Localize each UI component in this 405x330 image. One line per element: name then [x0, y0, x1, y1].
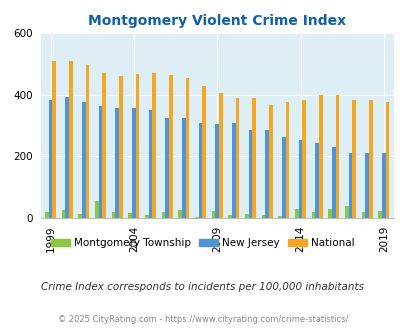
Bar — [265, 130, 269, 218]
Bar — [132, 109, 135, 218]
Bar — [62, 210, 65, 218]
Bar — [49, 100, 52, 218]
Bar — [318, 95, 322, 218]
Bar — [261, 215, 265, 218]
Bar — [348, 153, 352, 218]
Bar — [311, 212, 315, 218]
Bar — [95, 201, 98, 218]
Bar — [165, 118, 168, 218]
Bar — [252, 98, 256, 218]
Bar — [78, 214, 82, 218]
Bar — [361, 212, 364, 218]
Bar — [228, 215, 232, 218]
Bar — [211, 211, 215, 218]
Bar — [181, 118, 185, 218]
Bar — [128, 213, 132, 218]
Bar — [278, 216, 281, 218]
Bar — [269, 105, 272, 218]
Text: Crime Index corresponds to incidents per 100,000 inhabitants: Crime Index corresponds to incidents per… — [41, 282, 364, 292]
Bar — [119, 76, 122, 218]
Bar — [248, 130, 252, 218]
Bar — [302, 100, 305, 218]
Bar — [168, 75, 172, 218]
Bar — [145, 215, 148, 218]
Bar — [202, 86, 206, 218]
Bar — [85, 65, 89, 218]
Bar — [377, 211, 381, 218]
Bar — [364, 153, 368, 218]
Bar — [219, 93, 222, 218]
Bar — [368, 100, 372, 218]
Bar — [45, 212, 49, 218]
Legend: Montgomery Township, New Jersey, National: Montgomery Township, New Jersey, Nationa… — [47, 234, 358, 252]
Bar — [294, 209, 298, 218]
Bar — [82, 102, 85, 218]
Bar — [102, 73, 106, 218]
Bar — [198, 123, 202, 218]
Bar — [285, 102, 289, 218]
Bar — [331, 147, 335, 218]
Bar — [381, 153, 385, 218]
Bar — [52, 61, 56, 218]
Bar — [232, 123, 235, 218]
Bar — [135, 74, 139, 218]
Bar — [148, 110, 152, 218]
Bar — [152, 73, 156, 218]
Title: Montgomery Violent Crime Index: Montgomery Violent Crime Index — [88, 14, 345, 28]
Bar — [115, 109, 119, 218]
Bar — [298, 140, 302, 218]
Bar — [185, 78, 189, 218]
Text: © 2025 CityRating.com - https://www.cityrating.com/crime-statistics/: © 2025 CityRating.com - https://www.city… — [58, 315, 347, 324]
Bar — [328, 209, 331, 218]
Bar — [235, 98, 239, 218]
Bar — [352, 100, 355, 218]
Bar — [315, 143, 318, 218]
Bar — [245, 214, 248, 218]
Bar — [161, 212, 165, 218]
Bar — [69, 61, 72, 218]
Bar — [335, 95, 339, 218]
Bar — [65, 97, 69, 218]
Bar — [194, 217, 198, 218]
Bar — [344, 206, 348, 218]
Bar — [385, 102, 388, 218]
Bar — [178, 210, 181, 218]
Bar — [111, 212, 115, 218]
Bar — [281, 137, 285, 218]
Bar — [215, 124, 219, 218]
Bar — [98, 106, 102, 218]
